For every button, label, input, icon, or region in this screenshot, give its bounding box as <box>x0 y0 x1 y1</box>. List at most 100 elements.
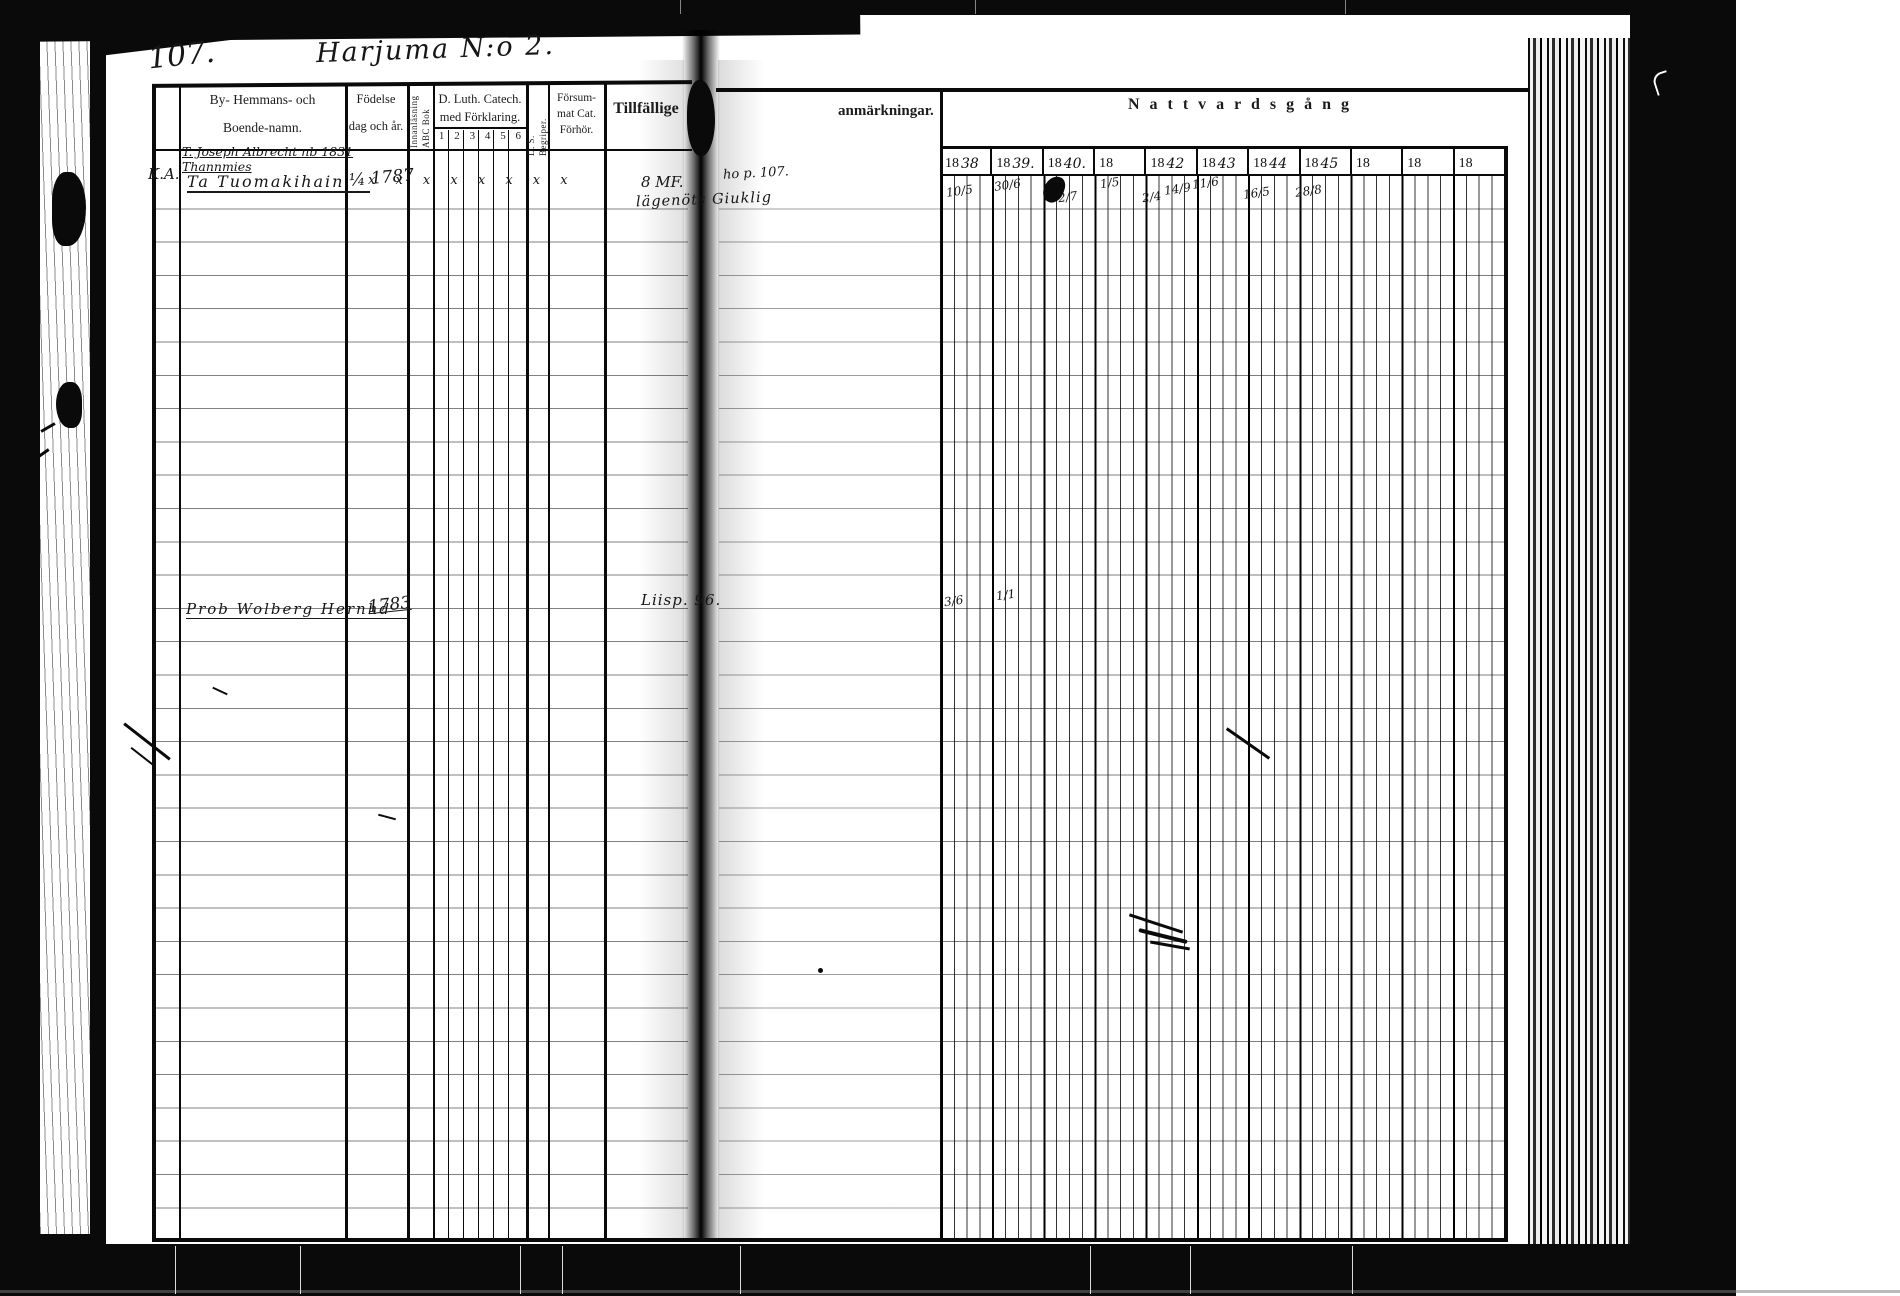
year-printed: 18 <box>996 156 1011 171</box>
edge-ink-blob <box>52 172 86 246</box>
catech-number: 6 <box>515 130 522 142</box>
year-handwritten: 42 <box>1166 156 1185 172</box>
communion-mark: 1/5 <box>1099 174 1121 192</box>
scan-border-right <box>1630 0 1736 1296</box>
catech-number: 5 <box>500 130 506 142</box>
col-header-begriper-line1: Begriper. <box>538 118 548 156</box>
year-printed: 18 <box>1150 156 1165 171</box>
col-header-forsummat-line3: Förhör. <box>559 124 594 136</box>
col-header-name-line1: By- Hemmans- och <box>209 92 316 107</box>
communion-mark: 2/4 <box>1141 188 1163 206</box>
table-line <box>433 127 529 129</box>
catech-subcolumn-numbers: 1 2 3 4 5 6 <box>434 130 526 148</box>
spine-ink-blob <box>687 80 715 156</box>
ruled-rows-left <box>156 176 688 1238</box>
col-header-forsummat-line2: mat Cat. <box>557 108 596 120</box>
year-cell: 18 45 <box>1301 148 1352 174</box>
communion-grid <box>941 176 1504 1238</box>
year-cell: 18 <box>1352 148 1404 174</box>
col-header-abc-line1: ABC Bok <box>421 108 431 148</box>
col-header-forsummat: Försum- mat Cat. Förhör. <box>549 90 604 138</box>
col-header-abc: Innanläsning ABC Bok <box>408 86 433 149</box>
communion-mark: 3/6 <box>943 592 965 610</box>
col-header-catech-line1: D. Luth. Catech. <box>438 92 522 106</box>
col-header-anmarkningar: anmärkningar. <box>838 103 934 119</box>
ruled-rows-anmarkningar <box>719 176 940 1238</box>
ink-dot <box>818 968 823 973</box>
table-line <box>940 174 1506 176</box>
col-header-birth-line1: Födelse <box>356 92 396 106</box>
catech-number: 1 <box>438 130 445 142</box>
entry1-name-line2: Thannmies <box>182 159 252 174</box>
table-line <box>152 149 692 151</box>
year-printed: 18 <box>1304 156 1319 171</box>
scan-border-bottom <box>0 1244 1736 1296</box>
entry1-note-a: 8 MF. <box>641 173 684 191</box>
page-number: 107. <box>146 34 217 77</box>
year-printed: 18 <box>1407 156 1422 171</box>
entry1-catechism-marks: x x x x x x x x <box>368 173 573 188</box>
scan-scratch <box>300 1246 301 1294</box>
year-printed: 18 <box>945 156 959 171</box>
scan-scratch <box>175 1246 176 1294</box>
scan-scratch <box>975 0 976 14</box>
year-handwritten: 44 <box>1269 156 1287 172</box>
catech-number: 3 <box>469 130 476 142</box>
year-handwritten: 39. <box>1012 156 1035 172</box>
col-header-name: By- Hemmans- och Boende-namn. <box>181 92 344 136</box>
scan-scratch <box>562 1246 563 1294</box>
table-line <box>152 1238 1508 1242</box>
book-spine-fold <box>682 30 720 1242</box>
col-header-forsummat-line1: Försum- <box>557 92 596 104</box>
page-curl-texture <box>1528 38 1630 1244</box>
col-header-abc-line2: Innanläsning <box>409 95 419 149</box>
year-cell: 18 44 <box>1249 148 1301 174</box>
year-printed: 18 <box>1047 156 1062 171</box>
col-header-name-line2: Boende-namn. <box>222 120 303 135</box>
col-header-catech-line2: med Förklaring. <box>439 110 521 124</box>
catech-number: 4 <box>484 130 491 142</box>
year-header-row: 18 38 18 39. 18 40. 18 18 42 18 43 18 44 18 45 … <box>941 148 1504 174</box>
nattvardsgang-title: N a t t v a r d s g å n g <box>1127 96 1353 113</box>
scan-scratch <box>520 1246 521 1294</box>
entry1-name-line3: Ta Tuomakihain <box>187 172 371 193</box>
year-cell: 18 43 <box>1198 148 1250 174</box>
year-cell: 18 38 <box>941 148 993 174</box>
entry2-note: Liisp. 96. <box>641 591 722 609</box>
year-printed: 18 <box>1458 156 1473 171</box>
year-handwritten: 38 <box>961 156 979 172</box>
catech-number: 2 <box>454 130 460 142</box>
col-header-begriper: D. S. Begriper. <box>526 86 548 156</box>
year-handwritten: 40. <box>1063 156 1086 172</box>
year-cell: 18 40. <box>1044 148 1096 174</box>
year-printed: 18 <box>1355 156 1370 171</box>
table-line <box>940 146 1506 149</box>
col-header-birth: Födelse dag och år. <box>346 92 406 134</box>
year-handwritten: 43 <box>1217 156 1236 172</box>
scan-scratch <box>1090 1246 1091 1294</box>
entry1-name-line1: T. Joseph Albrecht nb 1831 <box>182 144 354 159</box>
col-header-tillfallige: Tillfällige <box>613 100 679 117</box>
year-cell: 18 42 <box>1146 148 1198 174</box>
scan-scratch <box>1190 1246 1191 1294</box>
table-line <box>1504 146 1508 1240</box>
edge-ink-blob <box>56 382 82 428</box>
communion-mark: 1/1 <box>995 586 1017 604</box>
scan-scratch <box>680 0 681 14</box>
table-line <box>152 84 156 1242</box>
entry1-margin-note: K.A. <box>148 165 180 183</box>
scan-border-top-thin <box>840 0 1632 15</box>
year-printed: 18 <box>1201 156 1216 171</box>
col-header-birth-line2: dag och år. <box>348 119 404 133</box>
year-handwritten: 45 <box>1320 156 1339 172</box>
year-cell: 18 39. <box>992 148 1044 174</box>
entry2-name: Prob Wolberg Hernhd <box>186 600 409 619</box>
year-cell: 18 <box>1403 148 1455 174</box>
table-line <box>716 88 1530 92</box>
col-header-begriper-line2: D. S. <box>526 135 536 156</box>
scan-scratch <box>1352 1246 1353 1294</box>
year-printed: 18 <box>1253 156 1268 171</box>
scan-scratch <box>1345 0 1346 14</box>
scan-bottom-gray-line <box>0 1290 1900 1293</box>
